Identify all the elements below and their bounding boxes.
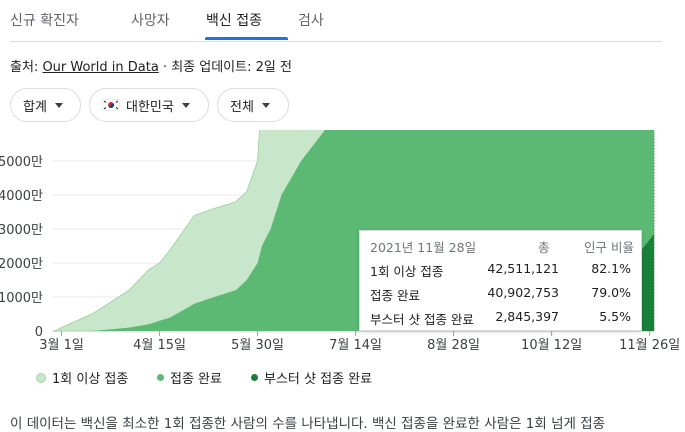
tooltip-col-total: 총: [538, 240, 550, 255]
tooltip-row-total: 42,511,121: [487, 261, 559, 276]
x-tick-label: 5월 30일: [231, 338, 284, 353]
legend-dot-icon: [251, 374, 258, 381]
tab-vaccination[interactable]: 백신 접종: [206, 13, 262, 29]
x-tick-label: 7월 14일: [329, 338, 382, 353]
y-tick-label: 5000만: [0, 155, 43, 170]
legend-item-booster[interactable]: 부스터 샷 접종 완료: [251, 368, 372, 387]
y-tick-label: 4000만: [0, 189, 43, 204]
chevron-down-icon: [181, 102, 190, 108]
chevron-down-icon: [54, 102, 63, 108]
country-filter-dropdown[interactable]: 대한민국: [89, 88, 209, 122]
source-prefix: 출처:: [10, 60, 43, 75]
active-tab-indicator: [205, 37, 288, 40]
korea-flag-icon: [102, 99, 120, 111]
legend-item-fully-vaccinated[interactable]: 접종 완료: [157, 368, 222, 387]
chevron-down-icon: [261, 102, 270, 108]
x-tick-label: 11월 26일: [619, 338, 680, 353]
range-filter-label: 전체: [230, 99, 254, 115]
legend-dot-icon: [157, 374, 164, 381]
tab-bar: 신규 확진자 사망자 백신 접종 검사: [10, 0, 662, 42]
legend-label: 1회 이상 접종: [52, 372, 129, 387]
legend-label: 접종 완료: [170, 372, 222, 387]
tooltip-row-total: 2,845,397: [495, 309, 559, 324]
y-tick-label: 2000만: [0, 257, 43, 272]
legend-label: 부스터 샷 접종 완료: [264, 372, 373, 387]
tooltip-row-label: 1회 이상 접종: [370, 264, 444, 279]
legend-item-first-dose[interactable]: 1회 이상 접종: [36, 368, 128, 387]
tooltip-col-pct: 인구 비율: [584, 240, 634, 255]
tooltip-row-label: 부스터 샷 접종 완료: [370, 312, 474, 327]
tooltip-row-pct: 79.0%: [591, 285, 631, 300]
tab-tests[interactable]: 검사: [298, 13, 324, 29]
tooltip-row-pct: 5.5%: [599, 309, 631, 324]
y-tick-label: 0: [35, 325, 43, 340]
chart-tooltip: 2021년 11월 28일 총 인구 비율 1회 이상 접종 42,511,12…: [359, 230, 642, 331]
legend-dot-icon: [36, 372, 46, 383]
y-tick-label: 3000만: [0, 223, 43, 238]
x-tick-label: 4월 15일: [133, 338, 186, 353]
tab-new-cases[interactable]: 신규 확진자: [10, 13, 79, 29]
source-link[interactable]: Our World in Data: [42, 60, 159, 75]
x-tick-label: 10월 12일: [521, 338, 582, 353]
tooltip-row-label: 접종 완료: [370, 288, 420, 303]
update-text: · 최종 업데이트: 2일 전: [158, 60, 292, 75]
tooltip-date: 2021년 11월 28일: [370, 240, 477, 255]
tooltip-row-pct: 82.1%: [591, 261, 631, 276]
x-tick-label: 3월 1일: [39, 338, 84, 353]
footer-description: 이 데이터는 백신을 최소한 1회 접종한 사람의 수를 나타냅니다. 백신 접…: [10, 416, 606, 432]
range-filter-dropdown[interactable]: 전체: [217, 88, 289, 122]
y-tick-label: 1000만: [0, 291, 43, 306]
source-line: 출처: Our World in Data · 최종 업데이트: 2일 전: [10, 56, 292, 75]
total-filter-label: 합계: [23, 99, 47, 115]
country-filter-label: 대한민국: [126, 99, 174, 115]
tab-deaths[interactable]: 사망자: [131, 13, 170, 29]
x-tick-label: 8월 28일: [427, 338, 480, 353]
total-filter-dropdown[interactable]: 합계: [10, 88, 81, 122]
tooltip-row-total: 40,902,753: [487, 285, 559, 300]
